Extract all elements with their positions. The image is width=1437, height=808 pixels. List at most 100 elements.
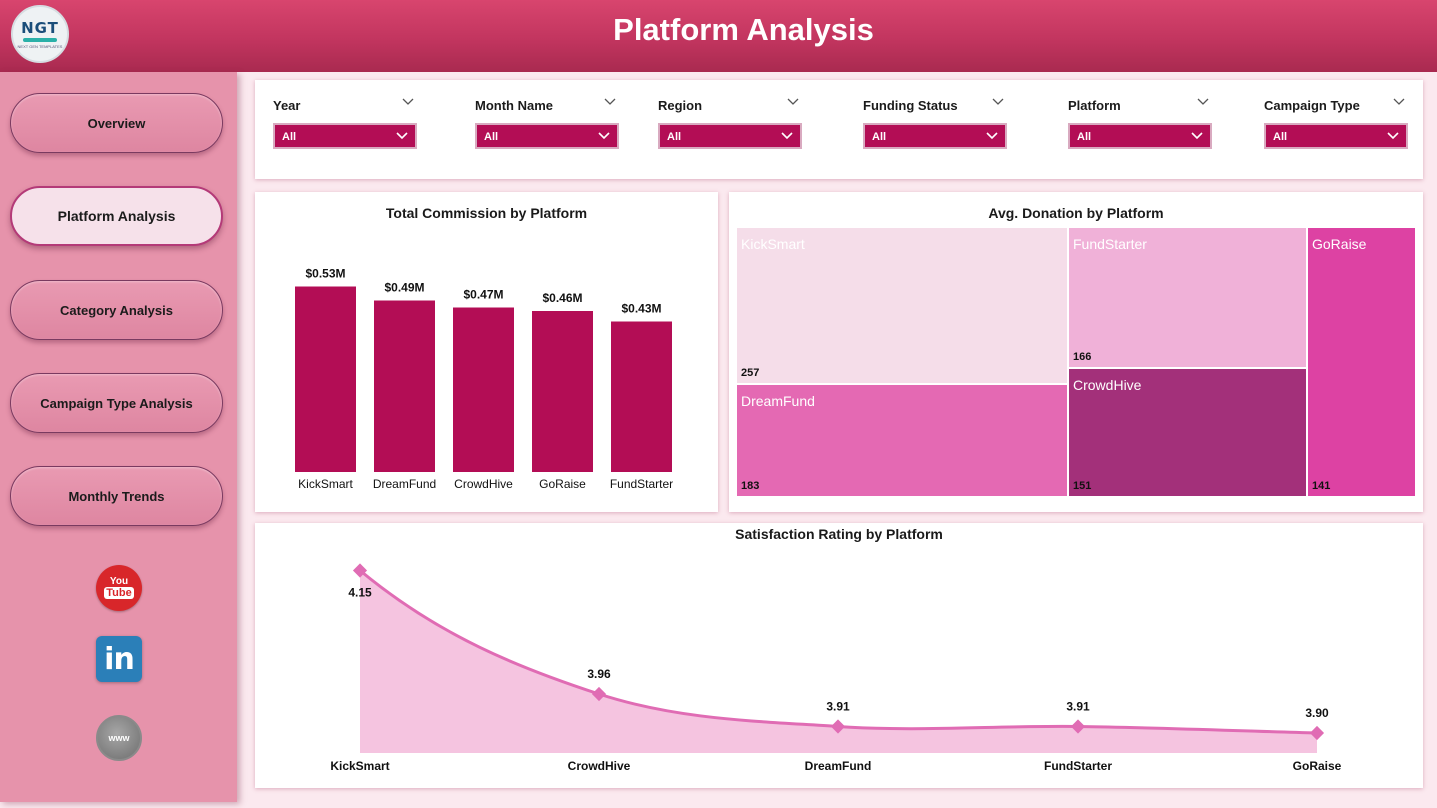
- point-crowdhive[interactable]: [591, 686, 607, 702]
- treemap-label: GoRaise: [1312, 236, 1367, 252]
- treemap-value: 166: [1073, 351, 1092, 363]
- commission-chart-title: Total Commission by Platform: [385, 205, 588, 221]
- filter-platform-label: Platform: [1068, 98, 1121, 113]
- filter-year-select[interactable]: All: [273, 123, 417, 149]
- logo-subtext: NEXT GEN TEMPLATES: [17, 44, 63, 49]
- chevron-down-icon[interactable]: [1196, 96, 1210, 108]
- chevron-down-icon: [1191, 132, 1203, 140]
- filter-region-value: All: [667, 131, 682, 143]
- bar-value-label: $0.53M: [305, 267, 345, 281]
- treemap-cell-fundstarter[interactable]: FundStarter 166: [1069, 228, 1308, 369]
- point-value-label: 3.91: [826, 700, 850, 714]
- x-category-label: DreamFund: [805, 759, 872, 773]
- bar-value-label: $0.47M: [463, 288, 503, 302]
- x-category-label: KickSmart: [330, 759, 389, 773]
- treemap-cell-kicksmart[interactable]: KickSmart 257: [737, 228, 1069, 385]
- header-bar: NGT NEXT GEN TEMPLATES Platform Analysis: [0, 0, 1437, 72]
- linkedin-icon[interactable]: in: [96, 636, 142, 682]
- bar-kicksmart[interactable]: [295, 286, 356, 473]
- point-dreamfund[interactable]: [830, 719, 846, 734]
- globe-icon[interactable]: www: [96, 715, 142, 761]
- point-goraise[interactable]: [1309, 725, 1325, 741]
- treemap-value: 141: [1312, 480, 1331, 492]
- chevron-down-icon: [598, 132, 610, 140]
- chevron-down-icon[interactable]: [991, 96, 1005, 108]
- treemap-cell-goraise[interactable]: GoRaise 141: [1308, 228, 1415, 498]
- globe-icon-text: www: [108, 733, 130, 743]
- bar-fundstarter[interactable]: [611, 321, 672, 473]
- point-kicksmart[interactable]: [352, 563, 368, 578]
- filter-platform-value: All: [1077, 131, 1092, 143]
- commission-bar-chart: $0.53M KickSmart $0.49M DreamFund $0.47M Crow…: [295, 267, 673, 491]
- bar-value-label: $0.43M: [621, 302, 661, 316]
- treemap-label: KickSmart: [741, 236, 805, 252]
- bar-crowdhive[interactable]: [453, 307, 514, 473]
- filter-funding-status-value: All: [872, 131, 887, 143]
- company-logo[interactable]: NGT NEXT GEN TEMPLATES: [11, 5, 69, 63]
- youtube-icon[interactable]: You Tube: [96, 565, 142, 611]
- page-title: Platform Analysis: [613, 12, 874, 47]
- chevron-down-icon: [396, 132, 408, 140]
- point-value-label: 3.91: [1066, 700, 1090, 714]
- youtube-icon-text-top: You: [109, 576, 129, 587]
- donation-treemap-panel: Avg. Donation by Platform KickSmart 257 …: [729, 192, 1423, 512]
- filter-campaign-type-label: Campaign Type: [1264, 98, 1360, 113]
- x-category-label: FundStarter: [1044, 759, 1112, 773]
- nav-category-analysis-button[interactable]: Category Analysis: [10, 280, 223, 340]
- treemap-label: CrowdHive: [1073, 377, 1142, 393]
- treemap-cell-dreamfund[interactable]: DreamFund 183: [737, 385, 1069, 498]
- satisfaction-chart-title: Satisfaction Rating by Platform: [735, 526, 943, 542]
- commission-chart-panel: Total Commission by Platform $0.53M KickS…: [255, 192, 718, 512]
- filter-year-label: Year: [273, 98, 301, 113]
- logo-swoosh: [23, 38, 57, 42]
- donation-treemap-title: Avg. Donation by Platform: [988, 205, 1164, 221]
- chevron-down-icon[interactable]: [786, 96, 800, 108]
- chevron-down-icon: [1387, 132, 1399, 140]
- chevron-down-icon[interactable]: [1392, 96, 1406, 108]
- filter-year-value: All: [282, 131, 297, 143]
- bar-goraise[interactable]: [532, 311, 593, 472]
- bar-category-label: FundStarter: [610, 477, 673, 491]
- chevron-down-icon: [986, 132, 998, 140]
- filter-panel: Year All Month Name All Region All Fundi…: [255, 80, 1423, 179]
- filter-funding-status-label: Funding Status: [863, 98, 958, 113]
- nav-monthly-trends-button[interactable]: Monthly Trends: [10, 466, 223, 526]
- chevron-down-icon[interactable]: [603, 96, 617, 108]
- point-value-label: 3.96: [587, 667, 611, 681]
- filter-region-label: Region: [658, 98, 703, 113]
- treemap-label: FundStarter: [1073, 236, 1147, 252]
- chevron-down-icon: [781, 132, 793, 140]
- treemap-value: 257: [741, 367, 760, 379]
- treemap-cell-crowdhive[interactable]: CrowdHive 151: [1069, 369, 1308, 498]
- x-category-label: GoRaise: [1293, 759, 1342, 773]
- bar-category-label: KickSmart: [298, 477, 353, 491]
- treemap-value: 183: [741, 480, 760, 492]
- point-value-label: 3.90: [1305, 706, 1329, 720]
- filter-campaign-type-value: All: [1273, 131, 1288, 143]
- filter-month-name-value: All: [484, 131, 499, 143]
- linkedin-icon-text: in: [104, 641, 135, 677]
- bar-category-label: CrowdHive: [454, 477, 513, 491]
- point-fundstarter[interactable]: [1070, 719, 1086, 734]
- donation-treemap: KickSmart 257 DreamFund 183 FundStarter …: [737, 228, 1415, 498]
- filter-month-name-label: Month Name: [475, 98, 553, 113]
- bar-dreamfund[interactable]: [374, 300, 435, 473]
- nav-overview-button[interactable]: Overview: [10, 93, 223, 153]
- satisfaction-area-chart: 4.15 KickSmart 3.96 CrowdHive 3.91 DreamFund 3…: [330, 563, 1342, 773]
- filter-region-select[interactable]: All: [658, 123, 802, 149]
- bar-category-label: DreamFund: [373, 477, 436, 491]
- filter-campaign-type-select[interactable]: All: [1264, 123, 1408, 149]
- bar-value-label: $0.46M: [542, 291, 582, 305]
- nav-campaign-type-analysis-button[interactable]: Campaign Type Analysis: [10, 373, 223, 433]
- filter-month-name-select[interactable]: All: [475, 123, 619, 149]
- youtube-icon-text-bottom: Tube: [104, 587, 134, 599]
- point-value-label: 4.15: [348, 586, 372, 600]
- treemap-label: DreamFund: [741, 393, 815, 409]
- bar-value-label: $0.49M: [384, 281, 424, 295]
- nav-platform-analysis-button[interactable]: Platform Analysis: [10, 186, 223, 246]
- chevron-down-icon[interactable]: [401, 96, 415, 108]
- filter-platform-select[interactable]: All: [1068, 123, 1212, 149]
- x-category-label: CrowdHive: [568, 759, 631, 773]
- filter-funding-status-select[interactable]: All: [863, 123, 1007, 149]
- bar-category-label: GoRaise: [539, 477, 586, 491]
